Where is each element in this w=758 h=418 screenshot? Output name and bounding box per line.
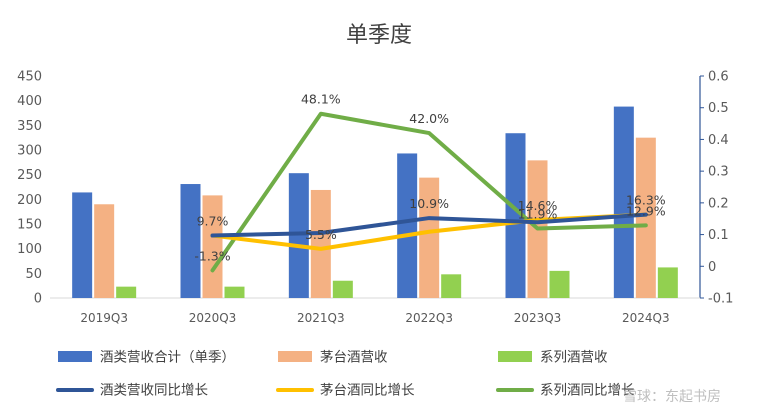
legend-label: 系列酒营收 [540, 350, 608, 366]
legend-label: 酒类营收同比增长 [100, 383, 208, 399]
x-axis: 2019Q3 2020Q3 2021Q3 2022Q3 2023Q3 2024Q3 [50, 297, 700, 325]
category-label: 2023Q3 [514, 311, 562, 325]
data-label: 9.7% [197, 214, 229, 229]
left-tick-label: 0 [34, 292, 42, 307]
right-tick-label: -0.1 [708, 292, 733, 307]
left-tick-label: 150 [17, 218, 42, 233]
right-tick-label: 0 [708, 260, 716, 275]
right-axis: -0.1 0 0.1 0.2 0.3 0.4 0.5 0.6 [699, 70, 733, 307]
legend-label: 茅台酒同比增长 [320, 383, 415, 399]
bar [397, 153, 418, 298]
data-label: 12.9% [626, 203, 666, 218]
bar [441, 274, 462, 298]
bar [310, 189, 331, 298]
data-label: 5.5% [305, 227, 337, 242]
category-label: 2024Q3 [622, 311, 670, 325]
category-label: 2019Q3 [80, 311, 128, 325]
left-tick-label: 300 [17, 144, 42, 159]
data-labels: 9.7% 10.9% 16.3% 5.5% 14.6% -1.3% 48.1% 42.0% 11… [194, 92, 665, 264]
left-tick-label: 50 [25, 267, 42, 282]
left-tick-label: 200 [17, 193, 42, 208]
data-label: 16.3% [626, 193, 666, 208]
right-tick-label: 0.6 [708, 70, 729, 85]
bar [180, 184, 201, 298]
bar [72, 192, 93, 298]
left-tick-label: 100 [17, 242, 42, 257]
bar [116, 286, 137, 298]
legend-label: 酒类营收合计（单季） [100, 350, 235, 366]
bar [419, 177, 440, 298]
bar [549, 270, 570, 298]
series-line [210, 212, 648, 238]
data-label: -1.3% [194, 248, 230, 263]
legend-swatch [278, 351, 312, 362]
left-tick-label: 250 [17, 168, 42, 183]
data-label: 10.9% [409, 196, 449, 211]
bar-series [72, 106, 678, 298]
left-tick-label: 350 [17, 119, 42, 134]
watermark: 雪球：东起书房 [623, 389, 721, 405]
series-line [210, 111, 648, 273]
bar [202, 195, 223, 298]
bar [332, 280, 353, 298]
legend-label: 茅台酒营收 [320, 350, 388, 366]
left-tick-label: 450 [17, 70, 42, 85]
category-label: 2022Q3 [405, 311, 453, 325]
data-label: 14.6% [518, 198, 558, 213]
category-label: 2021Q3 [297, 311, 345, 325]
chart-title: 单季度 [346, 23, 412, 48]
bar [635, 137, 656, 298]
bar [657, 267, 678, 298]
right-tick-label: 0.2 [708, 196, 729, 211]
data-label: 42.0% [409, 111, 449, 126]
bar [224, 286, 245, 298]
bar [94, 204, 115, 298]
bar [288, 173, 309, 298]
right-tick-label: 0.1 [708, 228, 729, 243]
data-label: 48.1% [301, 92, 341, 107]
right-tick-label: 0.4 [708, 133, 729, 148]
left-tick-label: 400 [17, 94, 42, 109]
right-tick-label: 0.3 [708, 165, 729, 180]
right-tick-label: 0.5 [708, 101, 729, 116]
left-axis: 0 50 100 150 200 250 300 350 400 450 [17, 70, 42, 307]
category-label: 2020Q3 [189, 311, 237, 325]
bar [613, 106, 634, 298]
legend-swatch [498, 351, 532, 362]
bar [505, 133, 526, 298]
legend-swatch [58, 351, 92, 362]
legend-label: 系列酒同比增长 [540, 383, 635, 399]
line-series [210, 111, 648, 273]
data-label: 11.9% [518, 207, 558, 222]
